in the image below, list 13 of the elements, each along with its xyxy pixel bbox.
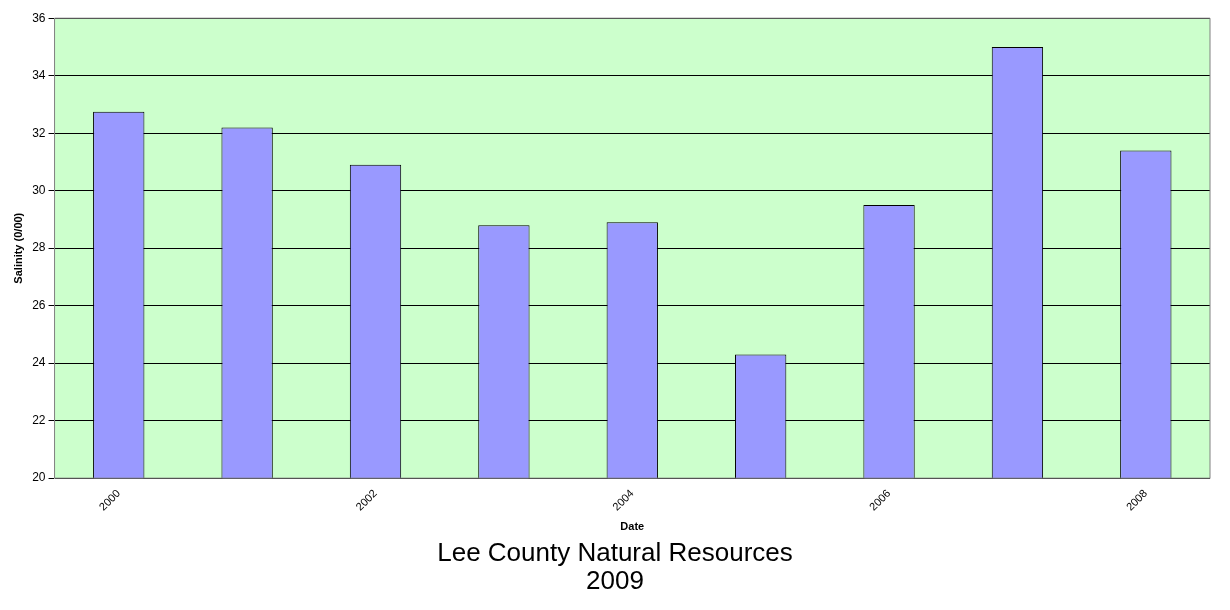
y-tick-label: 20 xyxy=(32,470,46,485)
y-tick-label: 22 xyxy=(32,412,46,427)
text: 2009 xyxy=(585,565,645,595)
y-tick-label: 28 xyxy=(32,240,46,255)
y-tick-label: 30 xyxy=(32,183,46,197)
y-tick-label: 24 xyxy=(32,355,46,370)
y-tick-label: 26 xyxy=(32,297,46,312)
y-tick-label: 36 xyxy=(32,10,46,25)
y-axis-title: Salinity (0/00) xyxy=(11,212,24,284)
text: Lee County Natural Resources xyxy=(436,537,794,567)
y-tick-label: 34 xyxy=(32,68,46,83)
x-axis-title: Date xyxy=(620,520,645,533)
y-tick-label: 32 xyxy=(32,125,46,140)
